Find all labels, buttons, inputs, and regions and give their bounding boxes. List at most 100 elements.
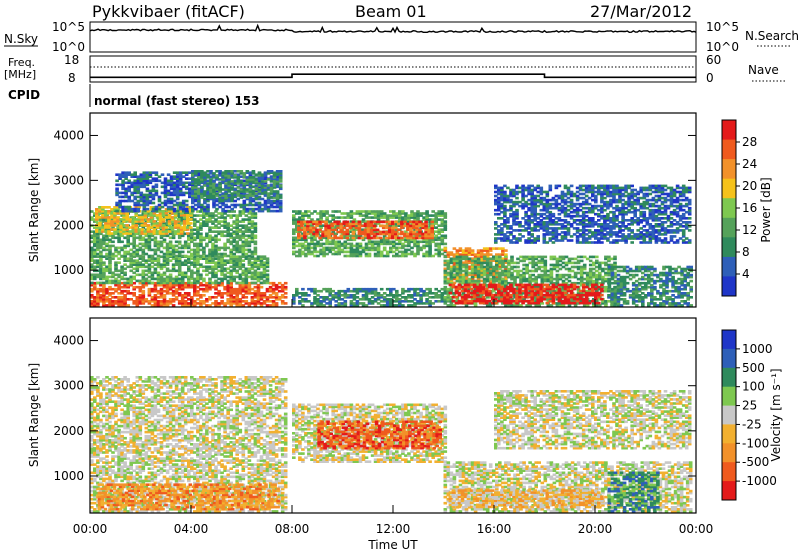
heatmap-cell [179,232,184,235]
heatmap-cell [141,285,146,289]
heatmap-cell [253,277,258,281]
heatmap-cell [117,232,121,236]
heatmap-cell [327,232,331,236]
heatmap-cell [211,269,215,273]
heatmap-cell [449,257,454,261]
heatmap-cell [424,224,428,228]
heatmap-cell [147,234,152,238]
heatmap-cell [168,259,173,262]
heatmap-cell [155,232,160,235]
heatmap-cell [301,218,305,221]
heatmap-cell [401,216,405,219]
heatmap-cell [115,209,119,213]
heatmap-cell [199,257,203,260]
heatmap-cell [307,216,311,219]
heatmap-cell [153,277,158,281]
heatmap-cell [229,216,233,219]
heatmap-cell [165,220,170,223]
heatmap-cell [148,201,153,205]
heatmap-cell [98,210,102,213]
heatmap-cell [331,242,335,246]
heatmap-cell [171,279,176,283]
heatmap-cell [346,234,351,238]
heatmap-cell [169,207,174,211]
heatmap-cell [105,267,109,271]
heatmap-cell [172,193,177,197]
heatmap-cell [220,230,224,233]
heatmap-cell [193,300,197,303]
heatmap-cell [400,236,404,240]
heatmap-cell [208,285,212,289]
heatmap-cell [214,244,218,248]
heatmap-cell [138,248,143,252]
heatmap-cell [113,214,117,217]
heatmap-cell [196,252,200,256]
heatmap-cell [211,252,215,256]
heatmap-cell [105,279,109,283]
heatmap-cell [342,220,347,224]
heatmap-cell [431,296,435,299]
heatmap-cell [212,190,216,193]
heatmap-cell [355,244,360,248]
heatmap-cell [211,275,215,279]
heatmap-cell [366,230,371,234]
heatmap-cell [157,179,162,183]
heatmap-cell [142,207,147,211]
heatmap-cell [334,232,338,236]
heatmap-cell [138,285,143,289]
heatmap-cell [126,283,130,287]
heatmap-cell [361,296,366,299]
heatmap-cell [223,216,227,219]
heatmap-cell [153,289,158,293]
heatmap-cell [295,226,299,229]
heatmap-cell [196,267,200,271]
heatmap-cell [137,206,142,209]
heatmap-cell [95,208,99,211]
heatmap-cell [419,289,423,293]
heatmap-cell [309,226,313,230]
heatmap-cell [107,218,111,221]
heatmap-cell [244,240,249,244]
heatmap-cell [217,226,221,229]
heatmap-cell [357,228,362,232]
heatmap-cell [278,209,283,213]
heatmap-cell [398,218,402,221]
heatmap-cell [227,178,231,181]
heatmap-cell [101,216,105,219]
heatmap-cell [130,207,134,211]
heatmap-cell [121,209,125,213]
heatmap-cell [123,271,127,275]
heatmap-cell [232,246,236,250]
heatmap-cell [93,261,97,264]
heatmap-cell [331,298,335,301]
heatmap-cell [174,263,179,266]
heatmap-cell [175,191,180,195]
heatmap-cell [99,267,103,271]
heatmap-cell [227,186,231,189]
heatmap-cell [177,222,182,225]
heatmap-cell [119,210,123,213]
heatmap-cell [324,230,328,234]
heatmap-cell [174,257,179,260]
heatmap-cell [167,210,172,213]
heatmap-cell [446,292,451,295]
heatmap-cell [136,199,141,203]
heatmap-cell [178,191,183,195]
heatmap-cell [141,248,146,252]
heatmap-cell [419,214,423,217]
heatmap-cell [430,232,434,236]
heatmap-cell [220,254,224,258]
heatmap-cell [178,171,183,174]
heatmap-cell [166,173,171,176]
heatmap-cell [178,203,183,207]
heatmap-cell [183,246,188,250]
heatmap-cell [401,304,405,307]
heatmap-cell [277,281,282,285]
heatmap-cell [398,300,402,303]
heatmap-cell [485,271,490,275]
heatmap-cell [241,281,246,285]
heatmap-cell [250,230,255,233]
heatmap-cell [90,236,94,240]
heatmap-cell [458,265,463,269]
heatmap-cell [406,226,410,230]
